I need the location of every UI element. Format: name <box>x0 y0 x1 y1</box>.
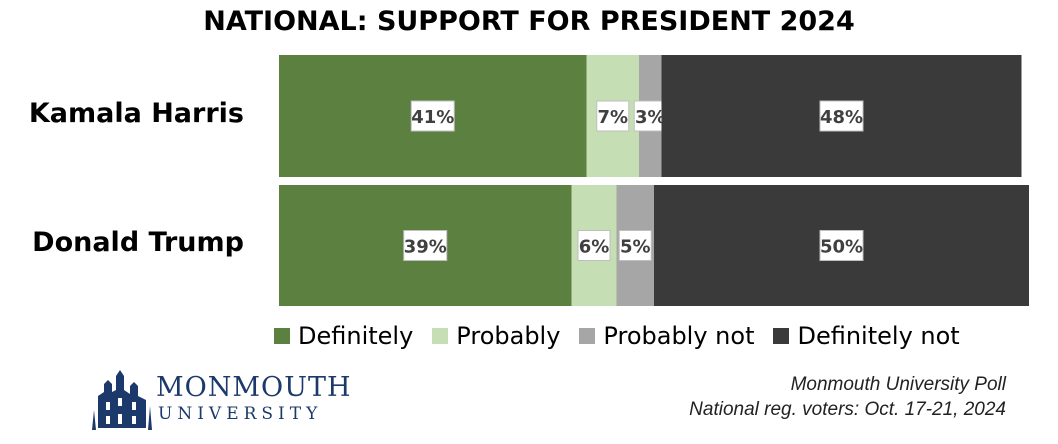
data-label-box-kamala-harris-definitely <box>410 100 455 132</box>
legend-item-probably: Probably <box>432 322 560 350</box>
data-label-kamala-harris-probably-not: 3% <box>635 107 666 128</box>
data-label-donald-trump-probably: 6% <box>579 237 610 258</box>
source-line-2: National reg. voters: Oct. 17-21, 2024 <box>689 399 1006 420</box>
data-label-box-donald-trump-probably-not <box>618 230 652 261</box>
data-label-donald-trump-probably-not: 5% <box>620 237 651 258</box>
row-label-kamala-harris: Kamala Harris <box>28 98 244 129</box>
legend-item-definitely-not: Definitely not <box>773 322 960 350</box>
legend-swatch-definitely-not <box>773 328 790 344</box>
data-label-box-kamala-harris-probably-not <box>633 100 667 132</box>
data-label-box-donald-trump-definitely-not <box>819 230 864 261</box>
legend-label-definitely: Definitely <box>298 322 414 350</box>
logo-wordmark: MONMOUTH <box>156 372 352 403</box>
data-label-kamala-harris-definitely-not: 48% <box>820 107 863 128</box>
monmouth-hall-icon <box>92 366 152 430</box>
data-label-donald-trump-definitely: 39% <box>404 237 447 258</box>
data-label-box-kamala-harris-probably <box>596 100 630 132</box>
chart-legend: Definitely Probably Probably not Definit… <box>274 318 979 354</box>
legend-label-definitely-not: Definitely not <box>797 322 960 350</box>
data-label-box-kamala-harris-definitely-not <box>819 100 864 132</box>
source-line-1: Monmouth University Poll <box>790 374 1006 395</box>
data-label-box-donald-trump-definitely <box>403 230 448 261</box>
legend-item-definitely: Definitely <box>274 322 413 350</box>
legend-label-probably: Probably <box>456 322 561 350</box>
legend-item-probably-not: Probably not <box>579 322 754 350</box>
logo-subtitle: UNIVERSITY <box>158 404 323 424</box>
legend-swatch-probably-not <box>579 328 596 344</box>
data-label-kamala-harris-definitely: 41% <box>411 107 454 128</box>
data-label-donald-trump-definitely-not: 50% <box>820 237 863 258</box>
monmouth-university-logo: MONMOUTH UNIVERSITY <box>92 366 372 430</box>
data-label-kamala-harris-probably: 7% <box>597 107 628 128</box>
source-note: Monmouth University Poll National reg. v… <box>689 372 1006 422</box>
legend-swatch-definitely <box>274 328 290 344</box>
chart-title: NATIONAL: SUPPORT FOR PRESIDENT 2024 <box>203 6 855 37</box>
row-label-donald-trump: Donald Trump <box>32 227 244 258</box>
legend-swatch-probably <box>432 328 449 344</box>
data-label-box-donald-trump-probably <box>577 230 611 261</box>
legend-label-probably-not: Probably not <box>603 322 755 350</box>
